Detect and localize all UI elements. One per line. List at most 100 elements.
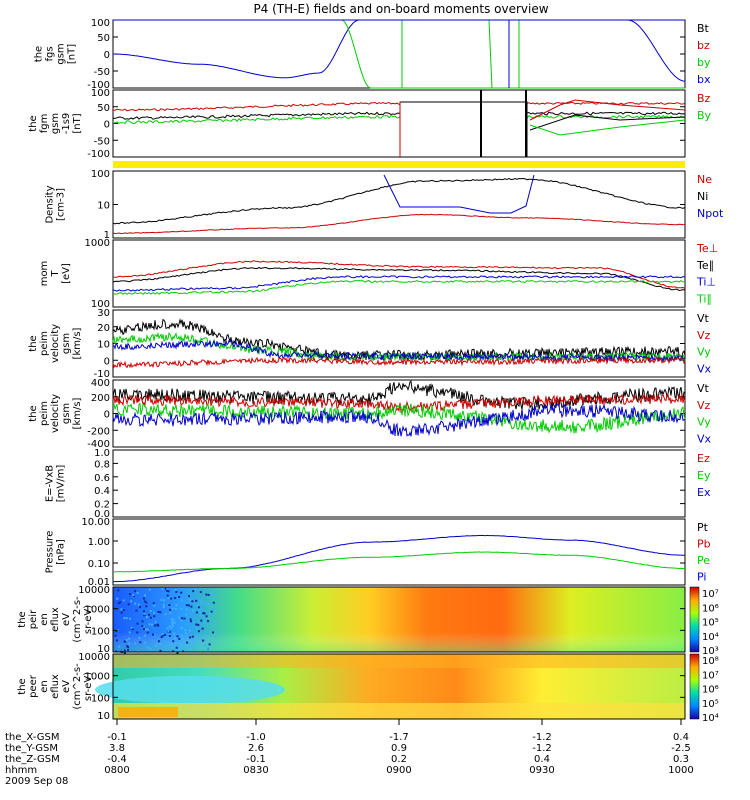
panels-group: 100500-50-100thefgsgsm[nT]Btbzbybx100500… bbox=[17, 18, 724, 724]
x-tick-value: -2.5 bbox=[671, 743, 691, 754]
x-tick-value: 0.3 bbox=[673, 754, 689, 765]
legend-vx: Vx bbox=[697, 362, 712, 375]
y-tick-label: 0.0 bbox=[94, 509, 110, 520]
ion-spec-noise bbox=[125, 639, 128, 642]
ion-spec-noise bbox=[157, 624, 160, 627]
ion-spec-noise bbox=[212, 631, 214, 634]
ion-spec-noise bbox=[167, 630, 170, 633]
ion-spec-noise bbox=[136, 622, 139, 625]
ion-spec-noise bbox=[180, 617, 183, 620]
y-axis-label: thefgmgsm-1s9[nT] bbox=[28, 113, 83, 135]
ion-spec-noise bbox=[125, 617, 128, 620]
ion-spec-noise bbox=[148, 613, 151, 616]
legend-vz: Vz bbox=[697, 399, 711, 412]
legend-vy: Vy bbox=[697, 416, 711, 429]
ion-spec-noise bbox=[154, 644, 157, 647]
ion-spec-noise bbox=[119, 601, 122, 604]
x-tick-value: 3.8 bbox=[109, 743, 125, 754]
ion-spec-noise bbox=[145, 601, 148, 604]
ion-spec-noise bbox=[148, 588, 151, 591]
ion-spec-noise bbox=[189, 629, 192, 632]
y-axis-label: Density[cm-3] bbox=[45, 185, 67, 223]
ion-spec-noise bbox=[195, 623, 198, 626]
trace-bx bbox=[113, 19, 685, 79]
y-tick-label: 1000 bbox=[85, 238, 110, 249]
ion-spec-noise bbox=[209, 592, 212, 595]
ion-spec-noise bbox=[142, 625, 145, 628]
y-tick-label: -10 bbox=[94, 369, 110, 380]
trace-vz bbox=[112, 393, 686, 414]
colorbar-label: 10⁴ bbox=[702, 632, 719, 643]
ion-spec-noise bbox=[169, 612, 172, 615]
ion-spec-noise bbox=[185, 613, 188, 616]
colorbar-label: 10⁴ bbox=[702, 713, 719, 724]
ion-spec-noise bbox=[128, 642, 131, 645]
y-tick-label: 0.01 bbox=[88, 577, 110, 588]
y-tick-label: 0.10 bbox=[88, 559, 110, 570]
ion-spec-noise bbox=[143, 612, 146, 615]
ion-spec-noise bbox=[134, 602, 137, 605]
ion-spec-noise bbox=[134, 590, 137, 593]
colorbar-label: 10⁷ bbox=[702, 589, 719, 600]
ion-spec-noise bbox=[201, 614, 204, 617]
ion-spec-noise bbox=[202, 639, 205, 642]
ion-spec-noise bbox=[180, 607, 183, 610]
y-tick-label: 100 bbox=[91, 169, 110, 180]
ion-spec-noise bbox=[127, 603, 130, 606]
ion-spec-noise bbox=[141, 620, 144, 623]
ion-spec-noise bbox=[159, 611, 162, 614]
ion-spec-noise bbox=[116, 597, 119, 600]
legend-ey: Ey bbox=[697, 469, 711, 482]
legend-ti⊥: Ti⊥ bbox=[696, 276, 716, 289]
y-tick-label: 1000 bbox=[85, 605, 110, 616]
ion-spec-noise bbox=[173, 621, 176, 624]
ion-spec-noise bbox=[166, 627, 169, 630]
x-row-label: the_Z-GSM bbox=[5, 754, 60, 765]
legend-vt: Vt bbox=[697, 382, 710, 395]
ion-spec-noise bbox=[200, 619, 203, 622]
x-tick-value: 0.4 bbox=[534, 754, 550, 765]
ion-spec-noise bbox=[160, 636, 163, 639]
panel-velocity_e: 30 20 10 0 -10 thepeimvelocitygsm[km/s] Vt Vz Vy… bbox=[28, 308, 712, 380]
panel-frame bbox=[112, 19, 686, 89]
ion-spec-noise bbox=[170, 618, 173, 621]
ion-spec-noise bbox=[194, 587, 197, 590]
electron-spec-hot-patch bbox=[118, 707, 178, 717]
y-tick-label: 0 bbox=[104, 120, 110, 131]
y-tick-label: 10 bbox=[97, 201, 110, 212]
y-axis-label: Pressure[nPa] bbox=[45, 531, 67, 574]
x-row-label: the_X-GSM bbox=[5, 732, 59, 743]
ion-spec-noise bbox=[166, 594, 169, 597]
trace-pi bbox=[112, 534, 686, 583]
trace-by-spike bbox=[488, 19, 493, 89]
ion-spec-noise bbox=[114, 634, 117, 637]
ion-spec-noise bbox=[180, 599, 183, 602]
colorbar-label: 10⁷ bbox=[702, 670, 719, 681]
panel-frame bbox=[112, 449, 686, 518]
legend-ne: Ne bbox=[697, 173, 712, 186]
trace-vz bbox=[112, 356, 686, 369]
ion-spec-noise bbox=[186, 647, 189, 650]
y-axis-label: thepeimvelocitygsm[km/s] bbox=[28, 394, 83, 433]
trace-by bbox=[113, 19, 685, 89]
ion-spec-noise bbox=[202, 612, 205, 615]
colorbar-label: 10⁵ bbox=[702, 699, 719, 710]
ion-spec-noise bbox=[157, 610, 160, 613]
trace-vt bbox=[112, 318, 686, 362]
y-axis-label: thepeirenefluxeV(cm^2-s-sr-eV) bbox=[17, 596, 94, 643]
ion-spec-noise bbox=[168, 604, 171, 606]
ion-spec-noise bbox=[132, 594, 135, 596]
ion-spectrogram-shade bbox=[113, 587, 685, 652]
ion-spec-noise bbox=[180, 635, 183, 638]
x-tick-value: 1000 bbox=[668, 765, 693, 776]
ion-spec-noise bbox=[192, 609, 195, 612]
x-tick-value: -1.7 bbox=[389, 732, 409, 743]
ion-spec-noise bbox=[167, 590, 170, 593]
ion-spec-noise bbox=[174, 637, 177, 640]
ion-spec-noise bbox=[149, 609, 152, 612]
ion-spec-noise bbox=[188, 617, 191, 620]
ion-spec-noise bbox=[206, 603, 209, 606]
legend-vy: Vy bbox=[697, 346, 711, 359]
ion-spec-noise bbox=[172, 618, 175, 621]
y-axis-label: E=-VxB[mV/m] bbox=[45, 465, 67, 503]
